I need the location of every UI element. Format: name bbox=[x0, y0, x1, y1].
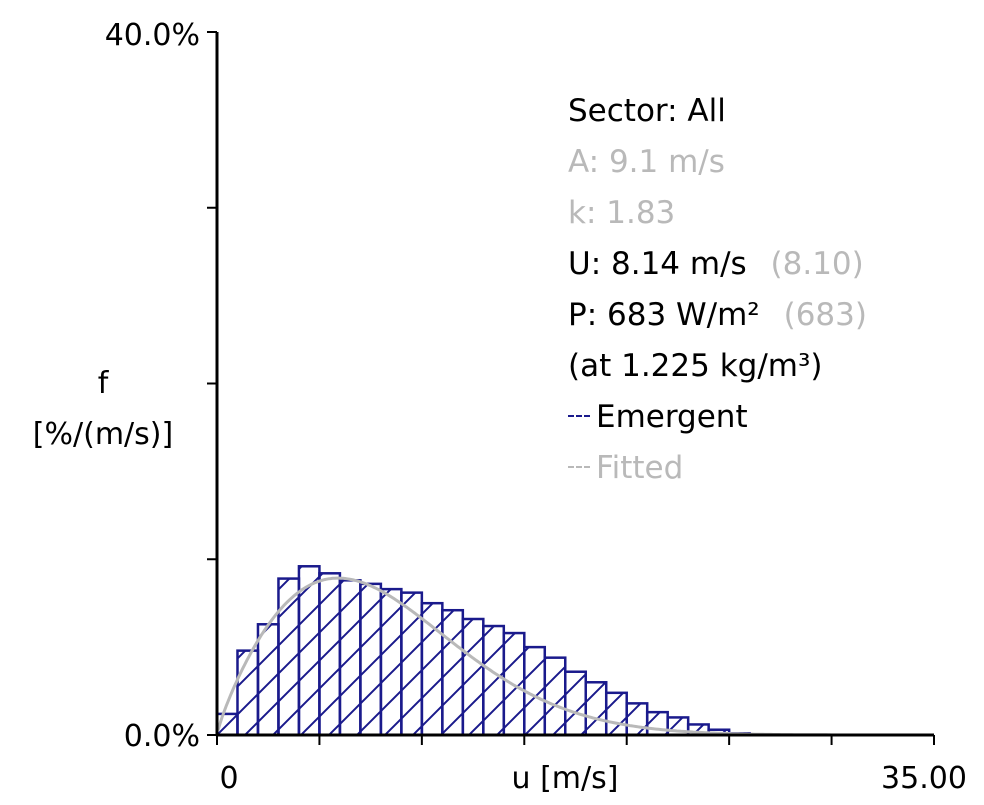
legend-weibull-k: k: 1.83 bbox=[568, 195, 676, 231]
histogram-bar-5 bbox=[318, 572, 342, 737]
legend-mean-speed: U: 8.14 m/s bbox=[568, 246, 747, 282]
x-tick-label-left: 0 bbox=[219, 761, 238, 796]
histogram-bar-16 bbox=[543, 656, 567, 737]
y-axis-title-symbol: f bbox=[98, 366, 110, 401]
legend-weibull-a: A: 9.1 m/s bbox=[568, 144, 725, 180]
x-tick-label-right: 35.00 bbox=[881, 761, 967, 796]
histogram-bar-12 bbox=[461, 617, 485, 737]
histogram-bar-20 bbox=[625, 702, 649, 737]
histogram-bar-11 bbox=[441, 608, 465, 737]
histogram-bar-7 bbox=[359, 582, 383, 737]
histogram-bar-17 bbox=[564, 670, 587, 737]
histogram-bar-6 bbox=[338, 579, 362, 737]
histogram-bar-18 bbox=[584, 681, 608, 737]
legend-emergent-entry: Emergent bbox=[568, 392, 867, 443]
legend-emergent-label: Emergent bbox=[596, 399, 748, 435]
legend-power-density-row: P: 683 W/m² (683) bbox=[568, 290, 867, 341]
fitted-dash-icon bbox=[568, 465, 590, 468]
histogram-bar-10 bbox=[420, 601, 444, 737]
histogram-bar-13 bbox=[482, 624, 506, 737]
histogram-bar-1 bbox=[236, 649, 260, 737]
y-tick-label-bottom: 0.0% bbox=[124, 719, 200, 754]
y-axis-title-unit: [%/(m/s)] bbox=[33, 417, 173, 452]
legend-sector: Sector: All bbox=[568, 93, 726, 129]
x-axis-title: u [m/s] bbox=[512, 761, 619, 796]
legend-power-density: P: 683 W/m² bbox=[568, 297, 760, 333]
histogram-bar-9 bbox=[400, 591, 424, 737]
histogram-bar-19 bbox=[604, 691, 628, 737]
legend-fitted-label: Fitted bbox=[596, 450, 684, 486]
y-tick-label-top: 40.0% bbox=[105, 18, 200, 53]
legend-air-density: (at 1.225 kg/m³) bbox=[568, 348, 823, 384]
axis-ticks bbox=[207, 31, 935, 745]
stats-legend: Sector: All A: 9.1 m/s k: 1.83 U: 8.14 m… bbox=[568, 86, 867, 494]
histogram-bar-8 bbox=[379, 587, 403, 737]
legend-mean-speed-fitted: (8.10) bbox=[770, 246, 864, 282]
histogram-bar-2 bbox=[256, 623, 280, 737]
legend-mean-speed-row: U: 8.14 m/s (8.10) bbox=[568, 239, 867, 290]
emergent-dash-icon bbox=[568, 414, 590, 417]
legend-power-density-fitted: (683) bbox=[783, 297, 867, 333]
histogram-bar-21 bbox=[645, 710, 669, 737]
legend-fitted-entry: Fitted bbox=[568, 443, 867, 494]
